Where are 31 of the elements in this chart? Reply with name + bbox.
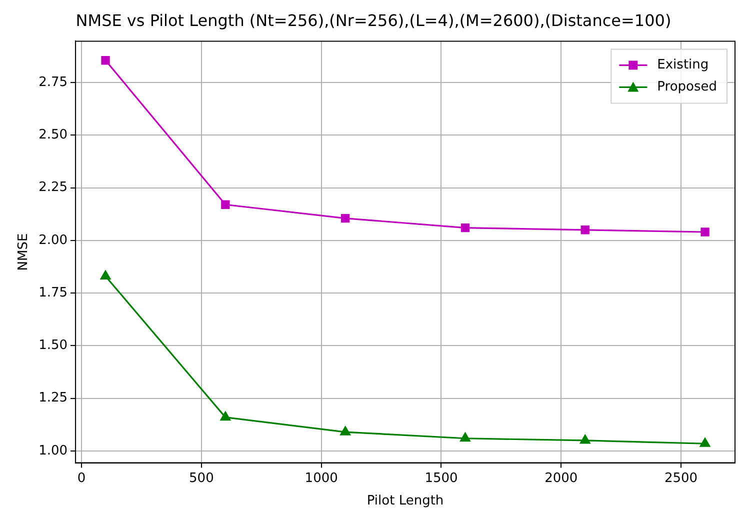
y-axis-title: NMSE — [16, 233, 32, 271]
x-tick-label: 500 — [189, 470, 214, 486]
point — [580, 226, 590, 234]
legend-label: Proposed — [657, 80, 718, 95]
point — [700, 228, 710, 236]
x-tick-label: 1500 — [424, 470, 458, 486]
x-tick-label: 2000 — [544, 470, 578, 486]
point — [340, 214, 350, 223]
x-tick-label: 2500 — [664, 470, 698, 486]
point — [100, 270, 111, 280]
y-tick-label: 2.00 — [38, 232, 68, 248]
y-tick-label: 2.50 — [38, 128, 68, 142]
point — [101, 56, 110, 65]
x-tick-label: 0 — [77, 470, 86, 486]
point — [460, 432, 470, 442]
y-tick-label: 1.50 — [38, 338, 68, 354]
point — [580, 434, 590, 444]
y-tick-label: 1.75 — [38, 285, 68, 300]
point — [340, 426, 350, 436]
point — [221, 200, 230, 209]
x-tick-label: 1000 — [304, 470, 338, 486]
y-tick-label: 2.25 — [38, 180, 68, 196]
y-tick-label: 1.25 — [38, 390, 68, 406]
y-tick-label: 2.75 — [38, 74, 68, 90]
x-axis-title: Pilot Length — [366, 494, 444, 509]
chart-title: NMSE vs Pilot Length (Nt=256),(Nr=256),(L=4),(M=2600),(Distance=100) — [76, 10, 672, 30]
point — [700, 438, 710, 447]
legend-label: Existing — [657, 58, 709, 73]
point — [220, 412, 231, 421]
point — [460, 223, 470, 232]
y-tick-label: 1.00 — [38, 443, 68, 458]
